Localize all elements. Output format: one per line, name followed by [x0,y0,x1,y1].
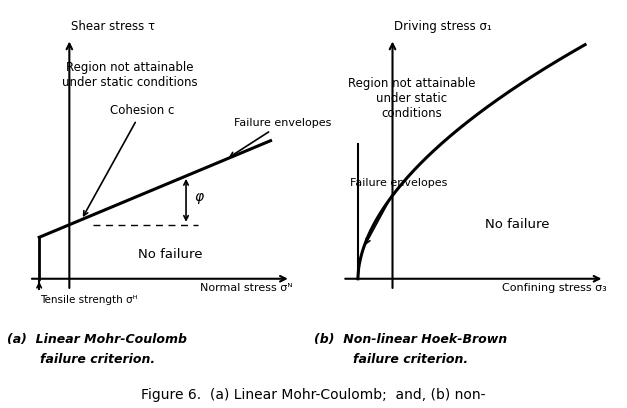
Text: failure criterion.: failure criterion. [40,353,155,366]
Text: Region not attainable
under static conditions: Region not attainable under static condi… [62,61,198,89]
Text: No failure: No failure [485,218,550,231]
Text: Tensile strength σᴴ: Tensile strength σᴴ [40,295,138,305]
Text: Failure envelopes: Failure envelopes [230,118,332,157]
Text: Failure envelopes: Failure envelopes [350,178,448,244]
Text: failure criterion.: failure criterion. [353,353,468,366]
Text: No failure: No failure [138,248,202,261]
Text: Normal stress σᴺ: Normal stress σᴺ [200,283,293,293]
Text: φ: φ [194,191,203,204]
Text: Figure 6.  (a) Linear Mohr-Coulomb;  and, (b) non-: Figure 6. (a) Linear Mohr-Coulomb; and, … [141,388,486,402]
Text: Region not attainable
under static
conditions: Region not attainable under static condi… [348,77,475,120]
Text: Shear stress τ: Shear stress τ [71,20,155,33]
Text: Driving stress σ₁: Driving stress σ₁ [394,20,492,33]
Text: (a)  Linear Mohr-Coulomb: (a) Linear Mohr-Coulomb [7,333,187,346]
Text: (b)  Non-linear Hoek-Brown: (b) Non-linear Hoek-Brown [314,333,507,346]
Text: Confining stress σ₃: Confining stress σ₃ [502,283,606,293]
Text: Cohesion c: Cohesion c [83,104,174,215]
